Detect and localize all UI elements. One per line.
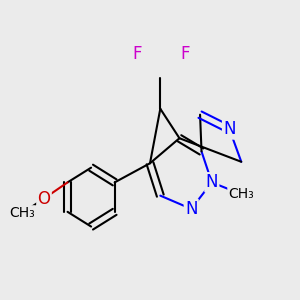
Text: CH₃: CH₃ bbox=[228, 187, 254, 201]
Text: N: N bbox=[185, 200, 197, 218]
Text: F: F bbox=[132, 45, 142, 63]
Text: CH₃: CH₃ bbox=[9, 206, 35, 220]
Text: F: F bbox=[181, 45, 190, 63]
Text: O: O bbox=[38, 190, 50, 208]
Text: N: N bbox=[223, 120, 236, 138]
Text: N: N bbox=[206, 173, 218, 191]
